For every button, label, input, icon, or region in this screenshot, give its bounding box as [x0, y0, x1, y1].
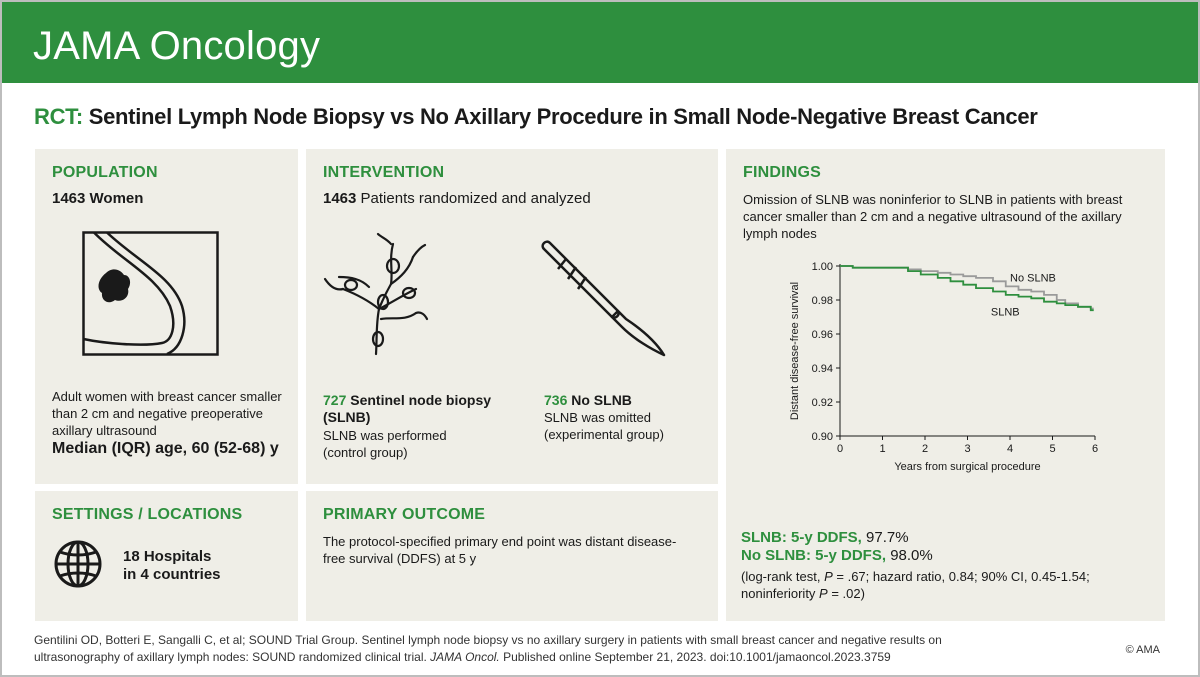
arm1-name: Sentinel node biopsy (SLNB)	[323, 392, 492, 425]
settings-line1: 18 Hospitals	[123, 548, 212, 565]
y-tick-label: 0.98	[812, 295, 833, 307]
y-tick-label: 0.96	[812, 329, 833, 341]
y-tick-label: 1.00	[812, 261, 833, 273]
population-panel: POPULATION 1463 Women Adult women with b…	[35, 149, 298, 484]
x-tick-label: 5	[1049, 443, 1055, 455]
population-heading: POPULATION	[52, 164, 158, 181]
arm2-title: 736 No SLNB	[544, 392, 714, 409]
annotation-slnb: SLNB	[991, 306, 1020, 318]
y-tick-label: 0.94	[812, 363, 833, 375]
x-axis-label: Years from surgical procedure	[894, 461, 1040, 473]
arm1-title: 727 Sentinel node biopsy (SLNB)	[323, 392, 523, 426]
page-title: RCT: Sentinel Lymph Node Biopsy vs No Ax…	[34, 104, 1038, 130]
findings-summary: Omission of SLNB was noninferior to SLNB…	[743, 192, 1123, 241]
copyright: © AMA	[1125, 644, 1160, 656]
annotation-no-slnb: No SLNB	[1010, 272, 1056, 284]
outcome-text: The protocol-specified primary end point…	[323, 534, 677, 566]
arm2-name: No SLNB	[571, 392, 632, 408]
series-line-slnb	[840, 265, 1094, 312]
x-tick-label: 1	[879, 443, 885, 455]
settings-panel: SETTINGS / LOCATIONS 18 Hospitals in 4 co…	[35, 491, 298, 621]
breast-tumor-icon	[82, 231, 219, 356]
settings-heading: SETTINGS / LOCATIONS	[52, 506, 243, 523]
survival-chart: 0.90 0.92 0.94 0.96 0.98 1.00 0 1 2 3 4 5 6 Years fro…	[789, 261, 1098, 473]
intervention-heading: INTERVENTION	[323, 164, 445, 181]
arm1-description: SLNB was performed (control group)	[323, 428, 447, 460]
x-tick-label: 6	[1092, 443, 1098, 455]
x-tick-label: 0	[837, 443, 843, 455]
result1-label: SLNB: 5-y DDFS,	[741, 529, 862, 546]
arm2-description: SLNB was omitted (experimental group)	[544, 410, 664, 442]
journal-header: JAMA Oncology	[2, 2, 1198, 83]
result2-value: 98.0%	[890, 547, 933, 564]
population-description: Adult women with breast cancer smaller t…	[52, 389, 282, 438]
settings-line2: in 4 countries	[123, 566, 221, 583]
journal-title: JAMA Oncology	[33, 24, 321, 68]
y-axis-label: Distant disease-free survival	[789, 282, 801, 420]
intervention-count-text: Patients randomized and analyzed	[360, 190, 591, 207]
y-tick-label: 0.92	[812, 397, 833, 409]
findings-panel: FINDINGS Omission of SLNB was noninferio…	[726, 149, 1165, 621]
result1-value: 97.7%	[866, 529, 909, 546]
intervention-count-number: 1463	[323, 190, 357, 207]
citation-journal: JAMA Oncol.	[430, 650, 500, 664]
x-tick-label: 2	[922, 443, 928, 455]
median-age: Median (IQR) age, 60 (52-68) y	[52, 440, 279, 457]
lymph-nodes-icon	[323, 232, 429, 356]
settings-text: 18 Hospitals in 4 countries	[123, 548, 221, 584]
x-tick-label: 4	[1007, 443, 1013, 455]
result2-label: No SLNB: 5-y DDFS,	[741, 547, 887, 564]
outcome-panel: PRIMARY OUTCOME The protocol-specified p…	[306, 491, 718, 621]
title-text: Sentinel Lymph Node Biopsy vs No Axillar…	[88, 104, 1038, 129]
series-line-no-slnb	[840, 265, 1094, 310]
findings-stats: (log-rank test, P = .67; hazard ratio, 0…	[741, 569, 1090, 601]
population-count: 1463 Women	[52, 190, 144, 207]
x-tick-label: 3	[964, 443, 970, 455]
result-slnb: SLNB: 5-y DDFS, 97.7%	[741, 529, 909, 546]
findings-heading: FINDINGS	[743, 164, 822, 181]
title-tag: RCT:	[34, 104, 83, 129]
globe-icon	[54, 540, 102, 588]
intervention-count: 1463 Patients randomized and analyzed	[323, 190, 591, 207]
arm2-count: 736	[544, 392, 568, 408]
y-tick-label: 0.90	[812, 431, 833, 443]
outcome-heading: PRIMARY OUTCOME	[323, 506, 486, 523]
citation: Gentilini OD, Botteri E, Sangalli C, et …	[34, 633, 942, 664]
result-no-slnb: No SLNB: 5-y DDFS, 98.0%	[741, 547, 933, 564]
intervention-panel: INTERVENTION 1463 Patients randomized an…	[306, 149, 718, 484]
arm1-count: 727	[323, 392, 347, 408]
scalpel-icon	[541, 240, 666, 357]
